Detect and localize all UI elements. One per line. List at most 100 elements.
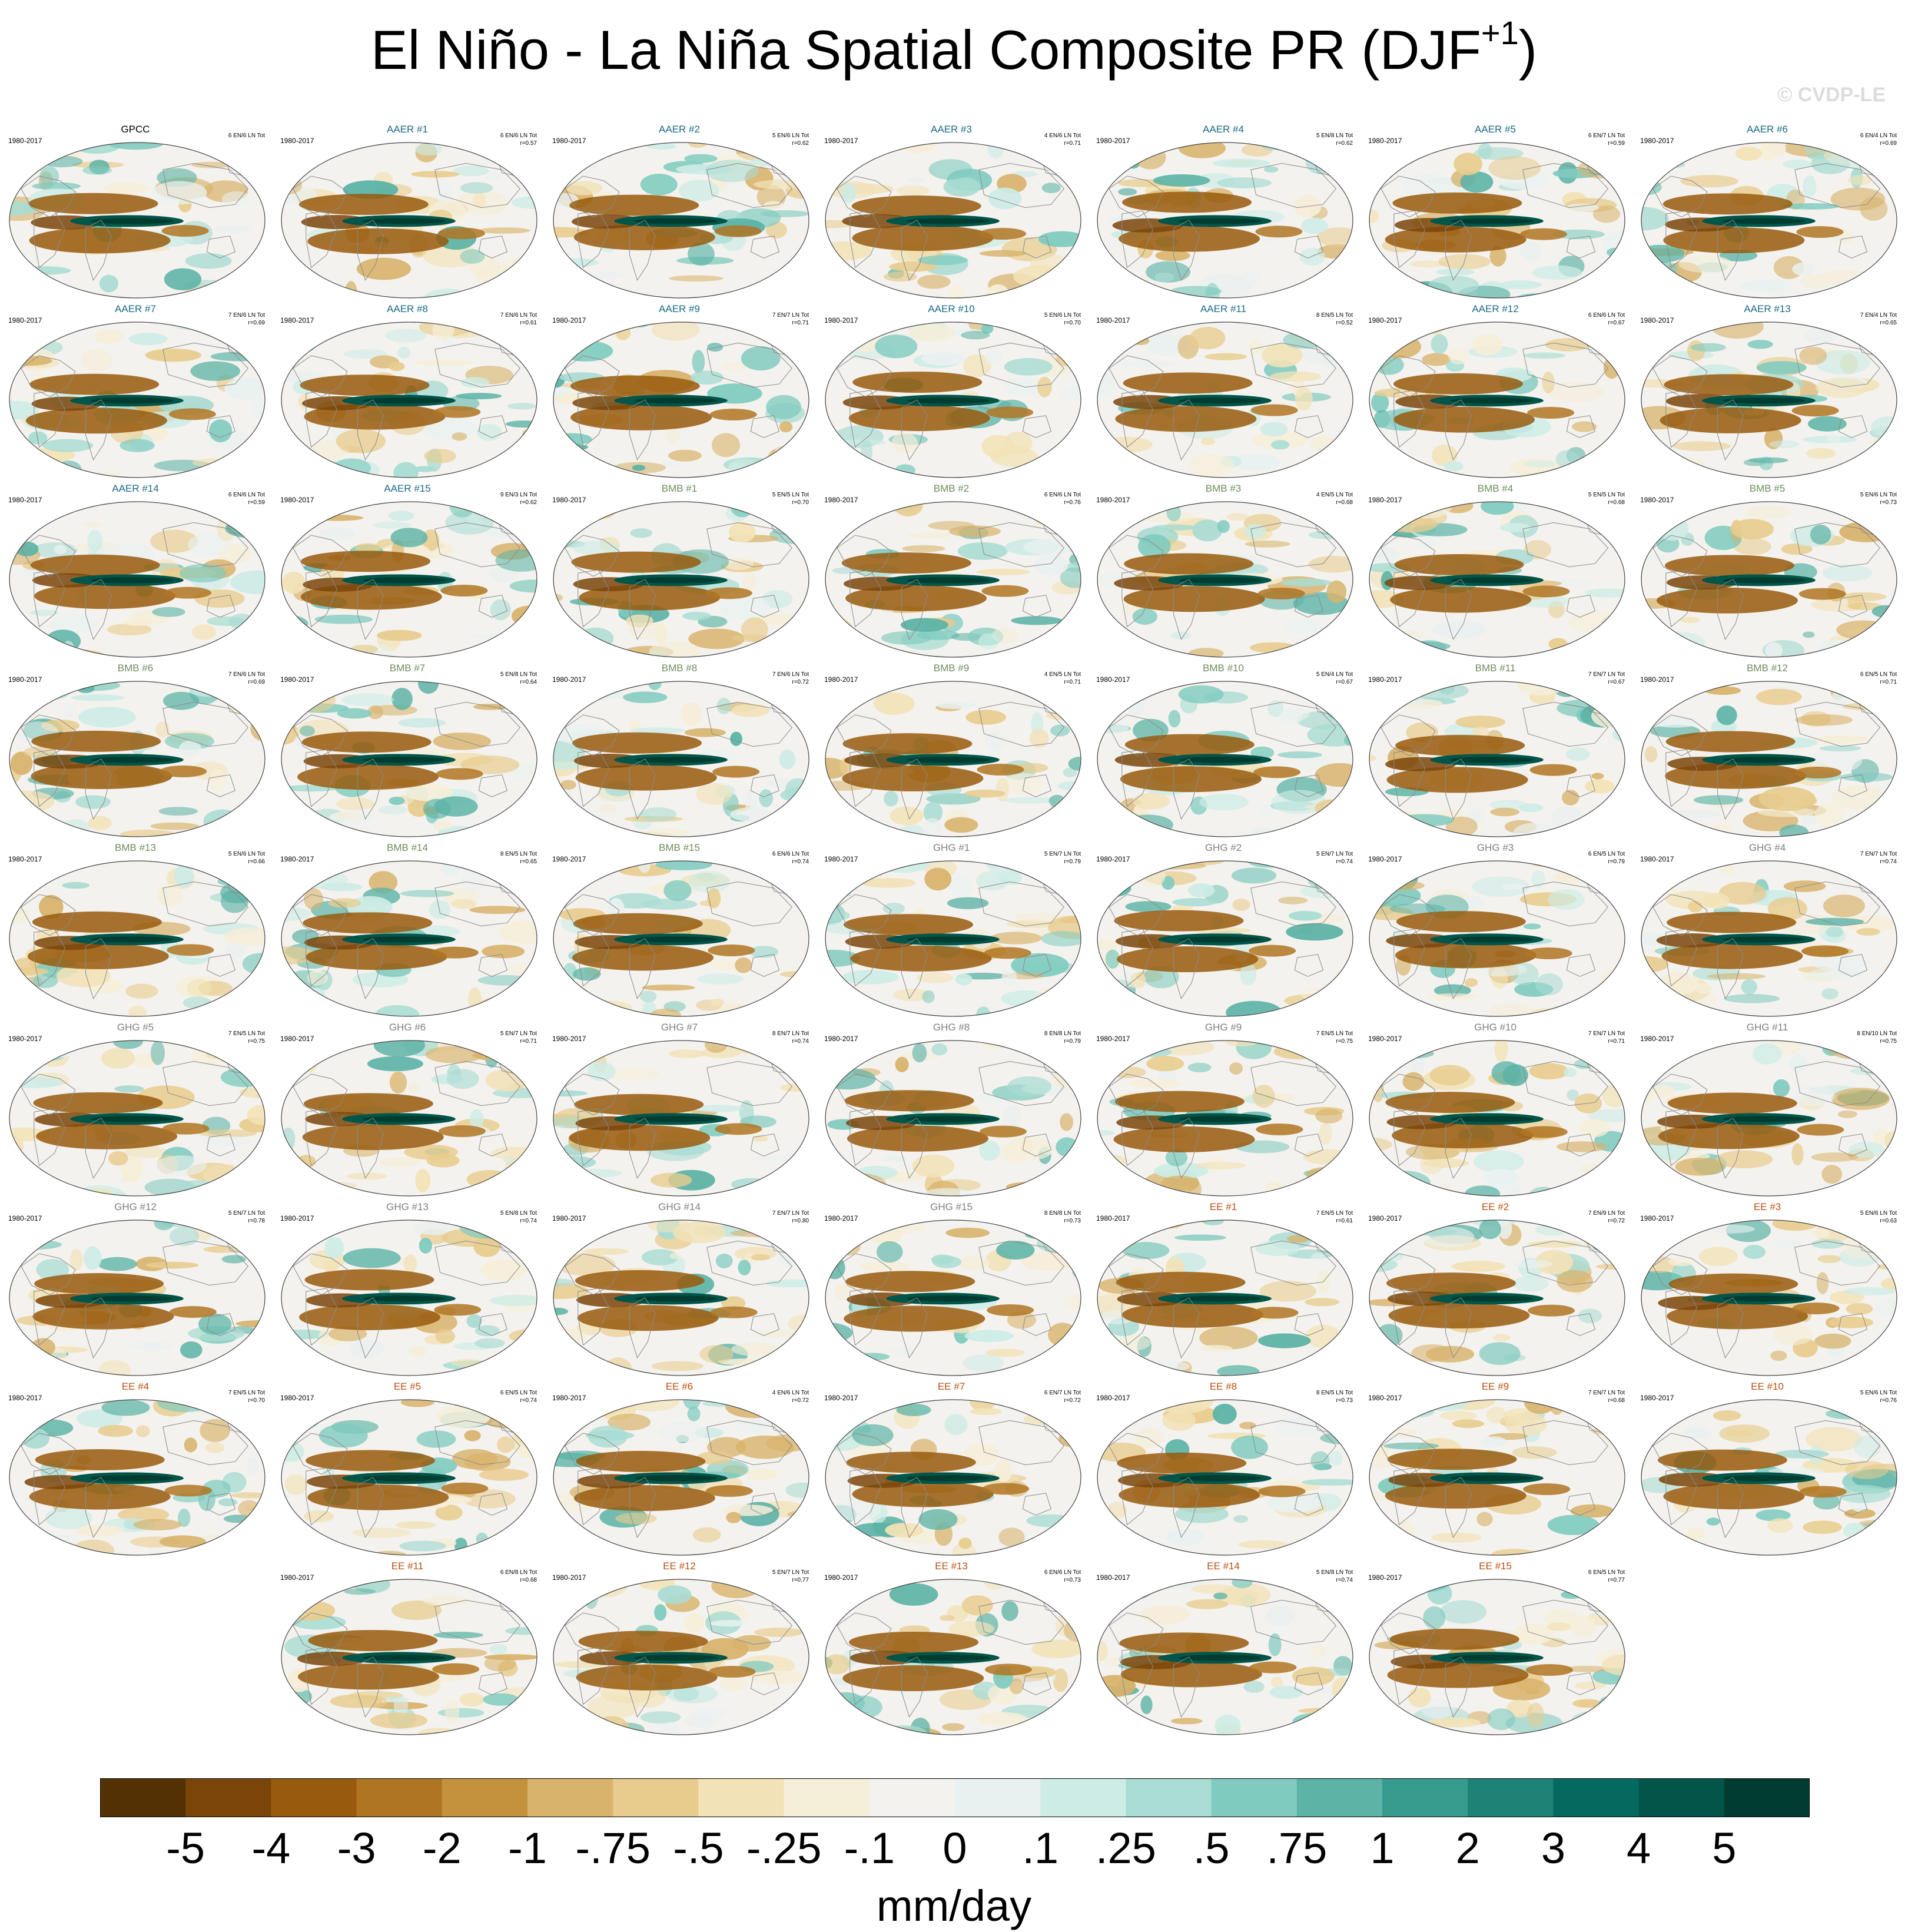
panel-counts-text: 7 EN/6 LN Tot [228, 671, 265, 678]
colorbar-tick-label: .5 [1193, 1824, 1230, 1873]
map-field [1097, 1220, 1353, 1376]
panel-title: GHG #5 [117, 1022, 154, 1033]
precip-composite-map [1097, 860, 1353, 1017]
panel-period: 1980-2017 [280, 496, 314, 504]
map-panel: EE #14 1980-2017 5 EN/8 LN Tot r=0.74 [1088, 1560, 1359, 1735]
colorbar-tick-label: -.1 [844, 1824, 895, 1873]
panel-event-counts: 8 EN/10 LN Tot r=0.75 [1857, 1030, 1897, 1045]
panel-counts-text: 6 EN/6 LN Tot [1044, 1569, 1081, 1576]
panel-counts-text: 8 EN/5 LN Tot [500, 851, 537, 857]
panel-event-counts: 7 EN/7 LN Tot r=0.67 [1588, 671, 1625, 686]
precip-composite-map [1369, 860, 1625, 1017]
panel-period: 1980-2017 [824, 316, 858, 324]
panel-pattern-correlation: r=0.79 [1064, 859, 1081, 865]
panel-counts-text: 4 EN/5 LN Tot [1044, 671, 1081, 678]
precip-composite-map [9, 142, 266, 299]
map-panel: GHG #2 1980-2017 5 EN/7 LN Tot r=0.74 [1088, 842, 1359, 1017]
panel-event-counts: 7 EN/7 LN Tot r=0.80 [772, 1209, 809, 1225]
panel-event-counts: 7 EN/5 LN Tot r=0.61 [1316, 1209, 1353, 1225]
map-field [1369, 1040, 1625, 1196]
colorbar-swatch [1040, 1778, 1126, 1817]
panel-pattern-correlation: r=0.72 [1064, 1397, 1081, 1404]
panel-event-counts: 4 EN/5 LN Tot r=0.71 [1044, 671, 1081, 686]
panel-event-counts: 5 EN/8 LN Tot r=0.62 [1316, 132, 1353, 147]
panel-event-counts: 5 EN/4 LN Tot r=0.67 [1316, 671, 1353, 686]
map-field [1097, 1400, 1353, 1555]
panel-event-counts: 8 EN/5 LN Tot r=0.73 [1316, 1389, 1353, 1404]
panel-pattern-correlation: r=0.74 [520, 1218, 537, 1224]
panel-period: 1980-2017 [280, 1214, 314, 1222]
panel-event-counts: 6 EN/7 LN Tot r=0.72 [1044, 1389, 1081, 1404]
colorbar-swatch [271, 1778, 357, 1817]
precip-composite-map [825, 1219, 1081, 1376]
map-field [1641, 1400, 1897, 1555]
panel-title: AAER #12 [1472, 303, 1519, 314]
panel-pattern-correlation: r=0.68 [1608, 499, 1625, 506]
panel-event-counts: 6 EN/6 LN Tot [228, 132, 265, 140]
map-field [825, 681, 1081, 837]
map-panel: BMB #5 1980-2017 5 EN/6 LN Tot r=0.73 [1632, 483, 1903, 658]
panel-period: 1980-2017 [1096, 316, 1130, 324]
panel-event-counts: 7 EN/7 LN Tot r=0.71 [772, 311, 809, 327]
precip-composite-map [825, 1040, 1081, 1197]
panel-event-counts: 6 EN/6 LN Tot r=0.59 [228, 491, 265, 506]
panel-counts-text: 6 EN/6 LN Tot [228, 492, 265, 498]
precip-composite-map [1097, 1040, 1353, 1197]
panel-event-counts: 7 EN/5 LN Tot r=0.75 [1316, 1030, 1353, 1045]
panel-pattern-correlation: r=0.52 [1336, 320, 1353, 326]
map-panel: BMB #7 1980-2017 5 EN/8 LN Tot r=0.64 [272, 662, 543, 837]
panel-pattern-correlation: r=0.73 [1336, 1397, 1353, 1404]
panel-title: AAER #14 [112, 483, 159, 494]
map-panel: BMB #14 1980-2017 8 EN/5 LN Tot r=0.65 [272, 842, 543, 1017]
colorbar-swatch [784, 1778, 870, 1817]
panel-counts-text: 5 EN/6 LN Tot [1860, 1210, 1897, 1217]
panel-counts-text: 6 EN/6 LN Tot [772, 851, 809, 857]
map-panel: EE #7 1980-2017 6 EN/7 LN Tot r=0.72 [816, 1381, 1087, 1556]
panel-pattern-correlation: r=0.70 [792, 499, 809, 506]
colorbar [100, 1778, 1810, 1817]
panel-period: 1980-2017 [552, 1573, 586, 1582]
panel-event-counts: 7 EN/7 LN Tot r=0.74 [1860, 850, 1897, 866]
panel-period: 1980-2017 [8, 675, 42, 684]
panel-period: 1980-2017 [552, 855, 586, 863]
map-panel: AAER #3 1980-2017 4 EN/6 LN Tot r=0.71 [816, 124, 1087, 299]
panel-event-counts: 4 EN/5 LN Tot r=0.68 [1316, 491, 1353, 506]
panel-event-counts: 6 EN/6 LN Tot r=0.73 [1044, 1569, 1081, 1584]
panel-period: 1980-2017 [1368, 1394, 1402, 1402]
precip-composite-map [1097, 142, 1353, 299]
colorbar-frame [100, 1778, 1810, 1817]
colorbar-swatch [698, 1778, 785, 1817]
colorbar-swatch [185, 1778, 271, 1817]
panel-period: 1980-2017 [824, 675, 858, 684]
panel-pattern-correlation: r=0.74 [1880, 859, 1897, 865]
colorbar-tick-label: .75 [1266, 1824, 1328, 1873]
panel-period: 1980-2017 [824, 496, 858, 504]
panel-event-counts: 7 EN/7 LN Tot r=0.71 [1588, 1030, 1625, 1045]
map-panel: BMB #4 1980-2017 5 EN/5 LN Tot r=0.68 [1360, 483, 1631, 658]
panel-event-counts: 5 EN/5 LN Tot r=0.68 [1588, 491, 1625, 506]
panel-title: EE #9 [1481, 1381, 1509, 1392]
panel-pattern-correlation: r=0.74 [520, 1397, 537, 1404]
panel-period: 1980-2017 [280, 1573, 314, 1582]
panel-title: GHG #3 [1476, 842, 1514, 853]
map-panel: GHG #12 1980-2017 5 EN/7 LN Tot r=0.78 [0, 1201, 271, 1376]
panel-counts-text: 7 EN/6 LN Tot [228, 312, 265, 319]
map-panel: EE #3 1980-2017 5 EN/6 LN Tot r=0.63 [1632, 1201, 1903, 1376]
panel-pattern-correlation: r=0.68 [1336, 499, 1353, 506]
panel-title: GHG #1 [933, 842, 970, 853]
map-panel: GHG #14 1980-2017 7 EN/7 LN Tot r=0.80 [544, 1201, 815, 1376]
panel-event-counts: 5 EN/7 LN Tot r=0.71 [500, 1030, 537, 1045]
panel-event-counts: 5 EN/6 LN Tot r=0.66 [228, 850, 265, 866]
precip-composite-map [1641, 681, 1897, 837]
panel-counts-text: 5 EN/7 LN Tot [228, 1210, 265, 1217]
map-panel: GHG #9 1980-2017 7 EN/5 LN Tot r=0.75 [1088, 1022, 1359, 1197]
map-panel: AAER #11 1980-2017 8 EN/5 LN Tot r=0.52 [1088, 303, 1359, 478]
precip-composite-map [281, 1399, 537, 1556]
precip-composite-map [553, 1219, 809, 1376]
map-panel: AAER #8 1980-2017 7 EN/6 LN Tot r=0.61 [272, 303, 543, 478]
panel-counts-text: 6 EN/5 LN Tot [1860, 671, 1897, 678]
map-field [1641, 322, 1897, 478]
map-panel: AAER #14 1980-2017 6 EN/6 LN Tot r=0.59 [0, 483, 271, 658]
colorbar-swatch [100, 1778, 186, 1817]
colorbar-tick-label: -.75 [575, 1824, 651, 1873]
